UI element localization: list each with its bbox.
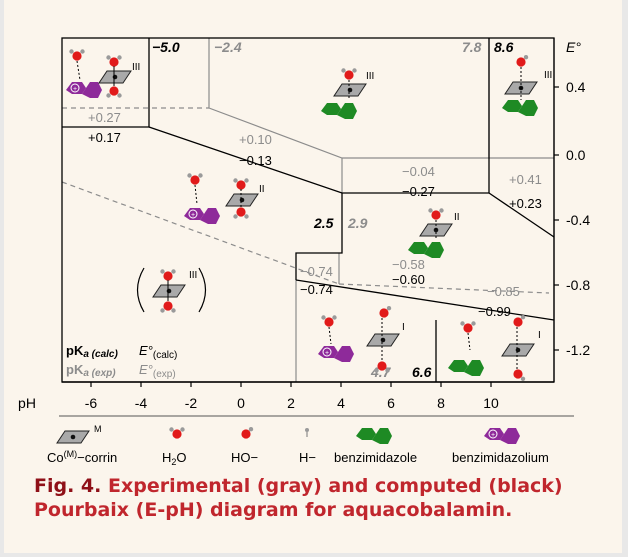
x-axis [62, 381, 554, 387]
potential-label: −0.27 [402, 184, 435, 199]
oxidation-state-label: III [544, 70, 552, 81]
pka-label: 7.8 [462, 39, 482, 55]
oxidation-state-label: III [189, 270, 197, 281]
legend-benzimidazole: benzimidazole [334, 428, 417, 465]
x-tick-label: -6 [85, 395, 98, 411]
caption-text: Experimental (gray) and computed (black)… [34, 475, 563, 521]
potential-label: −0.58 [392, 257, 425, 272]
species-legend: M Co(M)−corrin H2O HO− H− benzimidazole … [47, 424, 549, 467]
x-tick-label: 6 [387, 395, 395, 411]
y-tick-label: 0.0 [566, 147, 586, 163]
species-co3-benzimidazole-top: III [321, 68, 374, 119]
svg-text:E°(exp): E°(exp) [139, 362, 176, 380]
y-tick-label: -0.8 [566, 277, 590, 293]
x-tick-label: 4 [337, 395, 345, 411]
species-co1-benzimidazole: I [448, 315, 541, 381]
species-co3-hydroxo: III [502, 55, 552, 116]
legend-corrin: M Co(M)−corrin [47, 424, 117, 465]
pka-label: 4.7 [370, 364, 392, 380]
potential-label: −0.13 [239, 153, 272, 168]
caption-label: Fig. 4. [34, 475, 102, 497]
potential-label: +0.17 [88, 130, 121, 145]
oxidation-state-label: I [538, 330, 541, 341]
y-tick-label: -0.4 [566, 212, 590, 228]
species-co1-benzimidazolium: I [317, 306, 405, 373]
x-tick-label: 0 [237, 395, 245, 411]
pka-label: 8.6 [494, 39, 514, 55]
svg-text:pKa (exp): pKa (exp) [66, 362, 116, 379]
potential-label: +0.23 [509, 196, 542, 211]
x-tick-label: 2 [287, 395, 295, 411]
plot-frame [61, 37, 555, 383]
oxidation-state-label: III [366, 71, 374, 82]
x-tick-label: 10 [483, 395, 499, 411]
svg-text:pKa (calc): pKa (calc) [66, 343, 118, 360]
potential-label: +0.27 [88, 110, 121, 125]
x-tick-label: -2 [185, 395, 198, 411]
potential-label: −0.99 [478, 304, 511, 319]
species-co3-bracketed: III [136, 267, 207, 313]
potential-label: −0.60 [392, 272, 425, 287]
pka-label: 2.9 [347, 215, 368, 231]
pka-label: −2.4 [214, 39, 242, 55]
svg-text:benzimidazolium: benzimidazolium [452, 450, 549, 465]
svg-text:benzimidazole: benzimidazole [334, 450, 417, 465]
svg-text:Co(M)−corrin: Co(M)−corrin [47, 449, 117, 465]
pka-label: 2.5 [313, 215, 334, 231]
oxidation-state-label: II [259, 184, 265, 195]
pka-label: −5.0 [152, 39, 180, 55]
pka-label: 6.6 [412, 364, 432, 380]
svg-text:E°(calc): E°(calc) [139, 343, 177, 361]
legend-water: H2O [162, 427, 187, 467]
species-co3-benzimidazolium: III [65, 49, 140, 99]
figure-caption: Fig. 4. Experimental (gray) and computed… [34, 474, 604, 522]
figure-panel: + pH -6 - [4, 0, 622, 553]
legend-benzimidazolium: benzimidazolium [452, 427, 549, 465]
potential-label: −0.74 [300, 264, 333, 279]
potential-label: +0.41 [509, 172, 542, 187]
potential-label: +0.10 [239, 132, 272, 147]
potential-label: −0.74 [300, 282, 333, 297]
oxidation-state-label: III [132, 62, 140, 73]
oxidation-state-label: II [454, 212, 460, 223]
value-key: pKa (calc) pKa (exp) E°(calc) E°(exp) [66, 343, 177, 380]
y-axis-label: E° [566, 39, 581, 55]
legend-hydride: H− [299, 428, 316, 465]
svg-text:M: M [94, 424, 102, 434]
legend-hydroxide: HO− [231, 427, 258, 465]
y-tick-label: 0.4 [566, 79, 586, 95]
potential-label: −0.85 [487, 284, 520, 299]
x-axis-label: pH [18, 395, 36, 411]
svg-text:H−: H− [299, 450, 316, 465]
y-axis [553, 38, 559, 382]
species-co2-benzimidazolium: II [183, 173, 265, 225]
potential-label: −0.04 [402, 164, 435, 179]
x-tick-label: 8 [437, 395, 445, 411]
x-tick-label: -4 [135, 395, 148, 411]
species-co2-benzimidazole: II [408, 208, 460, 258]
calc-boundaries [62, 38, 555, 382]
y-tick-label: -1.2 [566, 342, 590, 358]
svg-text:H2O: H2O [162, 450, 187, 467]
oxidation-state-label: I [402, 322, 405, 333]
svg-text:HO−: HO− [231, 450, 258, 465]
exp-boundaries [62, 38, 554, 382]
exp-dashed-boundary [61, 181, 340, 285]
pourbaix-diagram: + pH -6 - [18, 37, 590, 467]
